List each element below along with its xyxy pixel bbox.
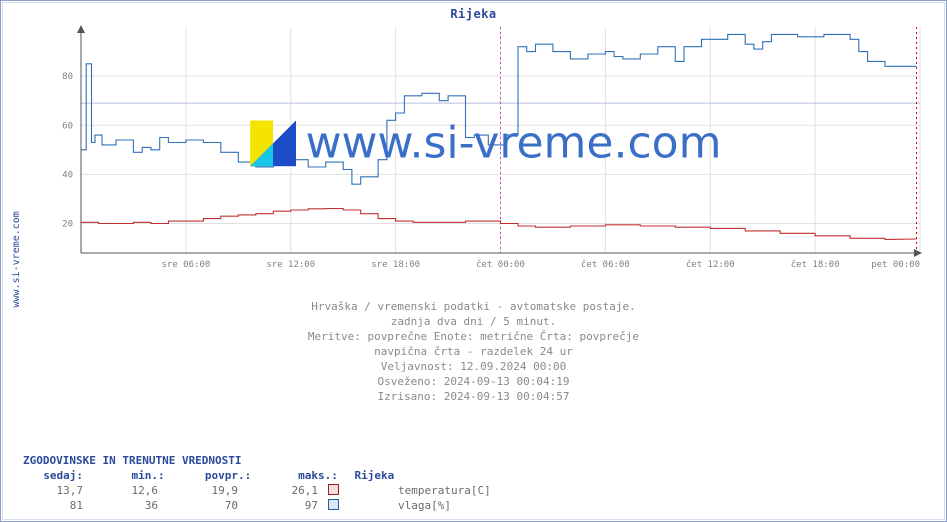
chart-svg: 20 40 60 80 sre 06:00 sre 12:00 sre 18:00 čet 0… <box>45 25 926 273</box>
table-cell: 19,9 <box>158 483 238 498</box>
table-cell: 12,6 <box>83 483 158 498</box>
svg-text:čet 06:00: čet 06:00 <box>581 259 630 270</box>
svg-text:60: 60 <box>62 121 73 131</box>
table-row: 81367097 vlaga[%] <box>23 498 538 513</box>
chart-title: Rijeka <box>3 3 944 21</box>
caption-block: Hrvaška / vremenski podatki - avtomatske… <box>3 299 944 404</box>
series-swatch-cell <box>318 498 398 513</box>
svg-text:20: 20 <box>62 220 73 230</box>
inner-frame: Rijeka www.si-vreme.com 20 40 60 80 sre 06:0… <box>2 2 945 520</box>
table-title: ZGODOVINSKE IN TRENUTNE VREDNOSTI <box>23 453 538 468</box>
svg-text:čet 18:00: čet 18:00 <box>791 259 840 270</box>
caption-line: Veljavnost: 12.09.2024 00:00 <box>3 359 944 374</box>
svg-text:sre 12:00: sre 12:00 <box>266 260 315 270</box>
svg-text:pet 00:00: pet 00:00 <box>871 260 920 270</box>
th-max: maks.: <box>258 468 338 483</box>
svg-text:80: 80 <box>62 72 73 82</box>
table-header-row: sedaj: min.: povpr.: maks.: Rijeka <box>23 468 538 483</box>
svg-text:sre 06:00: sre 06:00 <box>161 260 210 270</box>
outer-frame: Rijeka www.si-vreme.com 20 40 60 80 sre 06:0… <box>0 0 947 522</box>
table-cell: 81 <box>23 498 83 513</box>
table-cell: 13,7 <box>23 483 83 498</box>
svg-text:sre 18:00: sre 18:00 <box>371 260 420 270</box>
table-cell: 70 <box>158 498 238 513</box>
series-swatch <box>328 484 339 495</box>
svg-text:čet 12:00: čet 12:00 <box>686 259 735 270</box>
series-label: vlaga[%] <box>398 498 538 513</box>
series-label: temperatura[C] <box>398 483 538 498</box>
caption-line: zadnja dva dni / 5 minut. <box>3 314 944 329</box>
th-min: min.: <box>90 468 165 483</box>
th-avg: povpr.: <box>171 468 251 483</box>
y-axis-label: www.si-vreme.com <box>11 211 22 307</box>
caption-line: navpična črta - razdelek 24 ur <box>3 344 944 359</box>
caption-line: Izrisano: 2024-09-13 00:04:57 <box>3 389 944 404</box>
table-row: 13,712,619,926,1 temperatura[C] <box>23 483 538 498</box>
series-swatch <box>328 499 339 510</box>
series-swatch-cell <box>318 483 398 498</box>
svg-text:čet 00:00: čet 00:00 <box>476 259 525 270</box>
th-location: Rijeka <box>345 468 425 483</box>
caption-line: Meritve: povprečne Enote: metrične Črta:… <box>3 329 944 344</box>
th-current: sedaj: <box>23 468 83 483</box>
caption-line: Osveženo: 2024-09-13 00:04:19 <box>3 374 944 389</box>
table-cell: 97 <box>238 498 318 513</box>
svg-text:40: 40 <box>62 170 73 180</box>
caption-line: Hrvaška / vremenski podatki - avtomatske… <box>3 299 944 314</box>
stats-table: ZGODOVINSKE IN TRENUTNE VREDNOSTI sedaj:… <box>23 453 538 513</box>
table-cell: 36 <box>83 498 158 513</box>
table-cell: 26,1 <box>238 483 318 498</box>
plot-area: 20 40 60 80 sre 06:00 sre 12:00 sre 18:00 čet 0… <box>45 25 926 273</box>
